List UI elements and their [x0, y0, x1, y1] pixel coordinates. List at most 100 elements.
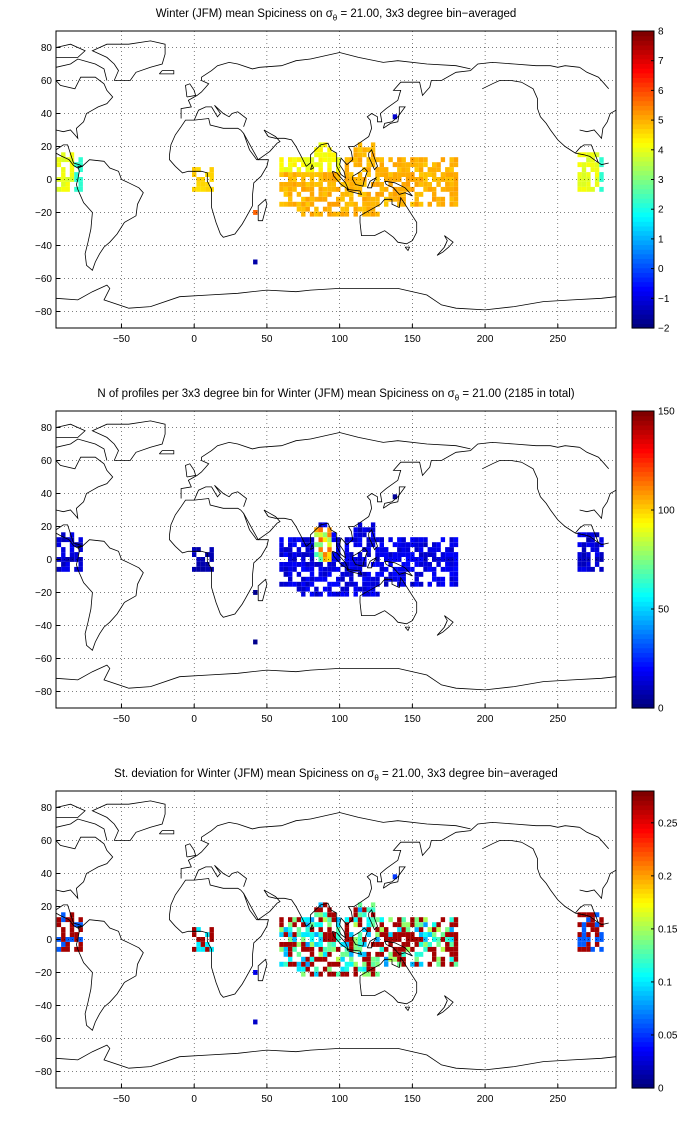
data-cell [292, 557, 297, 562]
data-cell [397, 956, 402, 962]
colorbar-step [632, 489, 654, 496]
data-cell [423, 932, 428, 937]
data-cell [301, 956, 306, 962]
data-cell [427, 562, 432, 567]
data-cell [192, 172, 197, 177]
data-cell [78, 562, 83, 567]
coast-segment [482, 80, 595, 161]
data-cell [453, 542, 459, 548]
data-cell [366, 206, 371, 212]
coast-segment [180, 438, 311, 499]
colorbar-step [632, 438, 654, 445]
coast-segment [193, 105, 247, 127]
data-cell [375, 196, 380, 202]
data-cell [200, 937, 206, 942]
colorbar-step [632, 281, 654, 287]
data-cell [296, 942, 302, 947]
data-cell [370, 586, 376, 592]
data-cell [318, 182, 323, 187]
data-cell [414, 182, 419, 187]
data-cell [392, 956, 398, 962]
map-plot[interactable]: −50 0 50 100 150 200 250806040200−20−40−60−808… [0, 0, 696, 380]
y-tick-label: 0 [46, 555, 52, 566]
colorbar-step [632, 874, 654, 880]
colorbar-step [632, 591, 654, 598]
data-cell [432, 552, 437, 557]
data-cell [349, 537, 354, 543]
coast-segment [574, 904, 599, 924]
data-cell [397, 537, 402, 543]
data-cell [209, 177, 214, 182]
colorbar-step [632, 828, 654, 834]
coastline [55, 40, 617, 311]
data-cell [436, 542, 441, 548]
colorbar-tick-label: 50 [658, 605, 670, 616]
data-cell [590, 157, 595, 163]
colorbar-step [632, 91, 654, 97]
data-cell [349, 917, 354, 923]
data-cell [405, 167, 411, 172]
data-cell [449, 927, 454, 932]
data-cell [318, 157, 323, 163]
data-cell [590, 532, 595, 538]
data-cell [314, 211, 319, 217]
data-cell [445, 182, 450, 187]
data-cell [449, 547, 454, 552]
map-plot[interactable]: −50 0 50 100 150 200 250806040200−20−40−60−801… [0, 380, 696, 760]
data-cell [357, 182, 363, 187]
data-cell [397, 576, 402, 582]
data-cell [344, 201, 350, 207]
data-cell [423, 937, 428, 942]
data-cell [370, 182, 376, 187]
data-cell [353, 147, 358, 153]
coast-segment [366, 936, 378, 949]
data-cell [322, 532, 328, 538]
data-cell [336, 566, 341, 572]
colorbar-step [632, 902, 654, 908]
data-cell [61, 566, 66, 572]
colorbar-step [632, 63, 654, 69]
coast-segment [180, 818, 311, 879]
data-cell [370, 956, 376, 962]
colorbar-step [632, 939, 654, 945]
data-cell [445, 932, 450, 937]
colorbar-step [632, 258, 654, 264]
colorbar-step [632, 480, 654, 486]
colorbar-tick-label: 100 [658, 506, 675, 517]
data-cell [314, 907, 319, 913]
data-cell [362, 586, 367, 592]
data-cell [392, 557, 398, 562]
colorbar-step [632, 323, 654, 329]
data-cell [401, 956, 406, 962]
data-cell [418, 537, 424, 543]
coast-segment [382, 486, 406, 509]
data-cell [594, 152, 600, 158]
data-cell [327, 581, 332, 587]
data-cell [279, 167, 284, 172]
data-cell [599, 186, 604, 192]
data-cell [327, 562, 332, 567]
data-cell [344, 946, 350, 952]
data-cell [357, 932, 363, 937]
colorbar-step [632, 1013, 654, 1019]
data-cell [205, 182, 210, 187]
colorbar-step [632, 44, 654, 51]
data-cell [366, 542, 371, 548]
colorbar-step [632, 995, 654, 1001]
coast-segment [75, 159, 144, 271]
data-cell [418, 571, 424, 577]
data-cell [375, 191, 380, 197]
colorbar-step [632, 82, 654, 88]
x-tick-label: 100 [331, 334, 348, 345]
colorbar-step [632, 1018, 654, 1024]
colorbar-step [632, 925, 654, 931]
data-cell [336, 591, 341, 597]
data-cell [336, 196, 341, 202]
map-plot[interactable]: −50 0 50 100 150 200 250806040200−20−40−60−800… [0, 760, 696, 1140]
data-cell [357, 542, 363, 548]
data-cell [305, 157, 310, 163]
data-cell [586, 542, 591, 548]
data-cell [392, 177, 398, 182]
data-cell [322, 186, 328, 192]
data-cell [410, 542, 415, 548]
